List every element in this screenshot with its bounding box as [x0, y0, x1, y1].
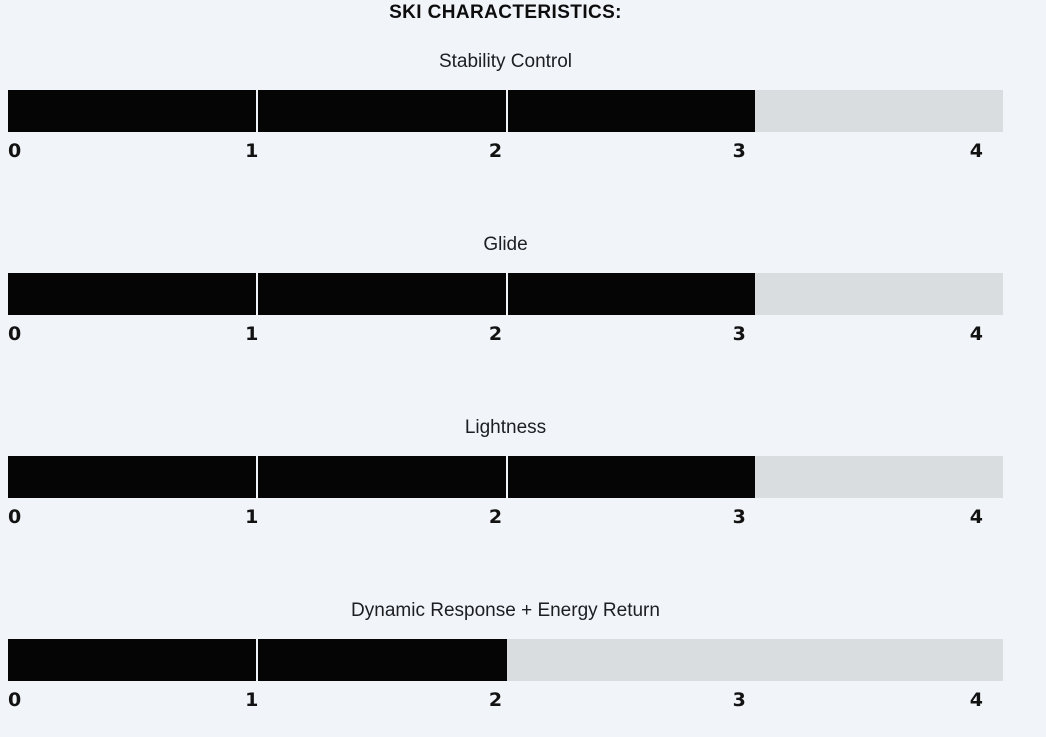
- bar-segment-unfilled: [755, 273, 1003, 315]
- rating-bar: [8, 639, 1003, 681]
- tick-label: 3: [732, 140, 746, 162]
- metric-label: Glide: [483, 234, 528, 255]
- metric-label: Dynamic Response + Energy Return: [351, 600, 660, 621]
- rating-bar: [8, 273, 1003, 315]
- metrics-list: Stability Control 0 1 2 3 4 Glide 0 1 2 3 4 Lightnes…: [8, 51, 1003, 711]
- metric-section: Lightness 0 1 2 3 4: [8, 417, 1003, 528]
- metric-label: Lightness: [464, 417, 547, 438]
- bar-segment-filled: [255, 273, 506, 315]
- bar-segment-filled: [505, 273, 756, 315]
- metric-section: Glide 0 1 2 3 4: [8, 234, 1003, 345]
- tick-label: 0: [8, 506, 22, 528]
- chart-title: SKI CHARACTERISTICS:: [389, 2, 622, 23]
- tick-label: 3: [732, 689, 746, 711]
- bar-segment-filled: [256, 639, 507, 681]
- tick-label: 1: [245, 689, 259, 711]
- ski-characteristics-chart: SKI CHARACTERISTICS: Stability Control 0 1…: [8, 2, 1003, 711]
- tick-label: 3: [732, 506, 746, 528]
- metric-label: Stability Control: [438, 51, 573, 72]
- bar-segment-unfilled: [506, 639, 755, 681]
- tick-label: 4: [969, 689, 983, 711]
- axis-ticks: 0 1 2 3 4: [8, 323, 983, 345]
- tick-label: 2: [488, 506, 503, 528]
- bar-segment-filled: [8, 456, 256, 498]
- bar-segment-unfilled: [754, 639, 1003, 681]
- tick-label: 4: [969, 323, 983, 345]
- tick-label: 1: [245, 506, 259, 528]
- tick-label: 4: [969, 140, 983, 162]
- tick-label: 0: [8, 689, 22, 711]
- tick-label: 0: [8, 140, 22, 162]
- tick-label: 4: [969, 506, 983, 528]
- bar-segment-filled: [255, 456, 506, 498]
- tick-label: 2: [488, 689, 503, 711]
- rating-bar: [8, 456, 1003, 498]
- axis-ticks: 0 1 2 3 4: [8, 506, 983, 528]
- axis-ticks: 0 1 2 3 4: [8, 689, 983, 711]
- tick-label: 3: [732, 323, 746, 345]
- bar-segment-filled: [255, 90, 506, 132]
- metric-section: Dynamic Response + Energy Return 0 1 2 3 4: [8, 600, 1003, 711]
- bar-segment-filled: [8, 90, 256, 132]
- bar-segment-filled: [8, 639, 257, 681]
- bar-segment-filled: [8, 273, 256, 315]
- tick-label: 1: [245, 140, 259, 162]
- tick-label: 1: [245, 323, 259, 345]
- tick-label: 2: [488, 323, 503, 345]
- tick-label: 0: [8, 323, 22, 345]
- tick-label: 2: [488, 140, 503, 162]
- bar-segment-filled: [505, 90, 756, 132]
- bar-segment-filled: [505, 456, 756, 498]
- bar-segment-unfilled: [755, 456, 1003, 498]
- axis-ticks: 0 1 2 3 4: [8, 140, 983, 162]
- rating-bar: [8, 90, 1003, 132]
- metric-section: Stability Control 0 1 2 3 4: [8, 51, 1003, 162]
- bar-segment-unfilled: [755, 90, 1003, 132]
